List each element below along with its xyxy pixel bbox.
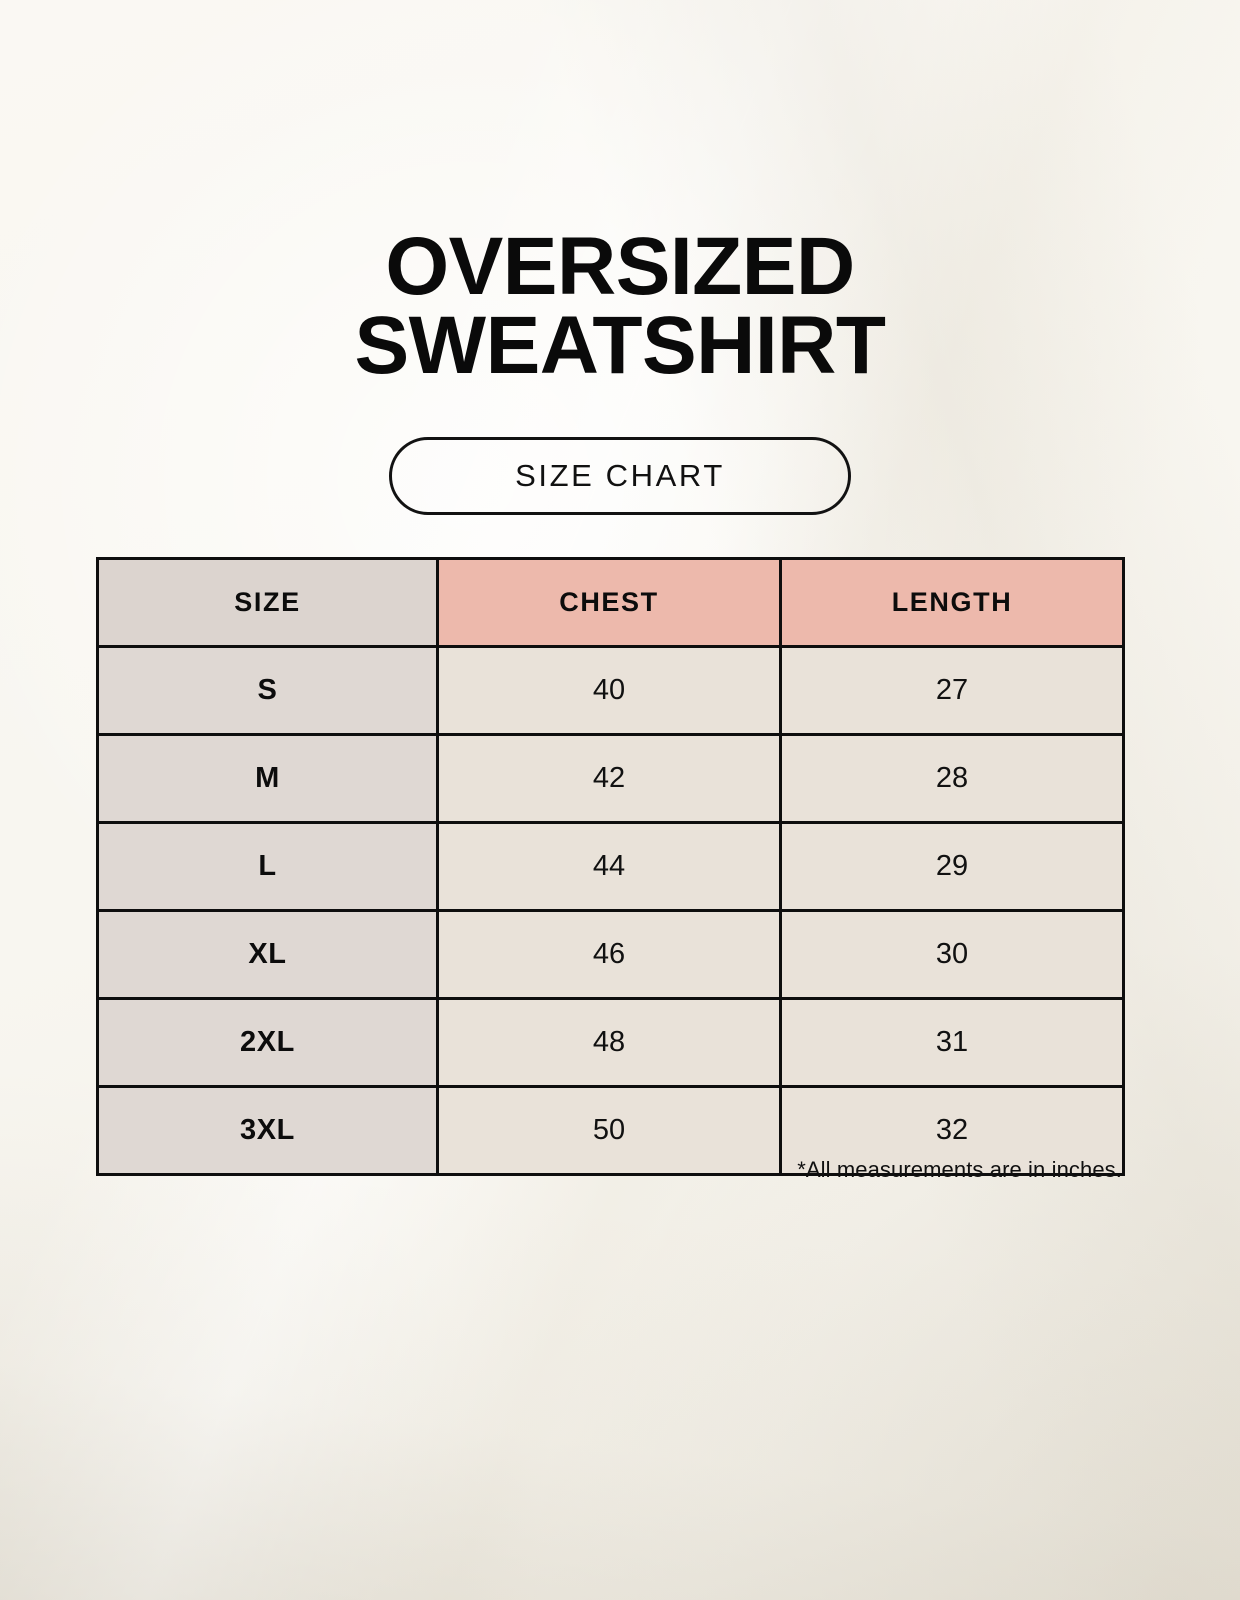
table-row: XL 46 30 [96,909,1125,1000]
cell-length: 27 [779,645,1125,736]
table-row: 2XL 48 31 [96,997,1125,1088]
size-chart-badge-container: SIZE CHART [0,437,1240,515]
background-bottom-shadow [0,1180,1240,1600]
page-title-line-2: SWEATSHIRT [354,299,886,391]
page-title-line-1: OVERSIZED [385,221,855,312]
table-row: S 40 27 [96,645,1125,736]
cell-size: 2XL [96,997,439,1088]
cell-size: M [96,733,439,824]
page-title: OVERSIZED SWEATSHIRT [0,221,1240,391]
cell-length: 31 [779,997,1125,1088]
size-table-body: S 40 27 M 42 28 L 44 29 XL 46 30 [96,645,1125,1176]
table-row: 3XL 50 32 [96,1085,1125,1176]
table-row: M 42 28 [96,733,1125,824]
cell-chest: 42 [436,733,782,824]
cell-length: 29 [779,821,1125,912]
cell-length: 28 [779,733,1125,824]
cell-chest: 50 [436,1085,782,1176]
size-chart-badge: SIZE CHART [389,437,851,515]
cell-chest: 44 [436,821,782,912]
cell-chest: 48 [436,997,782,1088]
size-table-header: SIZE CHEST LENGTH [96,557,1125,648]
cell-length: 32 [779,1085,1125,1176]
cell-chest: 46 [436,909,782,1000]
table-header-row: SIZE CHEST LENGTH [96,557,1125,648]
column-header-size: SIZE [96,557,439,648]
cell-size: L [96,821,439,912]
column-header-length: LENGTH [779,557,1125,648]
cell-size: S [96,645,439,736]
cell-chest: 40 [436,645,782,736]
cell-size: 3XL [96,1085,439,1176]
measurement-unit-footnote: *All measurements are in inches. [797,1157,1122,1182]
size-table: SIZE CHEST LENGTH S 40 27 M 42 28 L [96,557,1125,1176]
cell-length: 30 [779,909,1125,1000]
column-header-chest: CHEST [436,557,782,648]
cell-size: XL [96,909,439,1000]
size-table-container: SIZE CHEST LENGTH S 40 27 M 42 28 L [96,557,1125,1176]
table-row: L 44 29 [96,821,1125,912]
size-chart-badge-label: SIZE CHART [515,458,725,493]
